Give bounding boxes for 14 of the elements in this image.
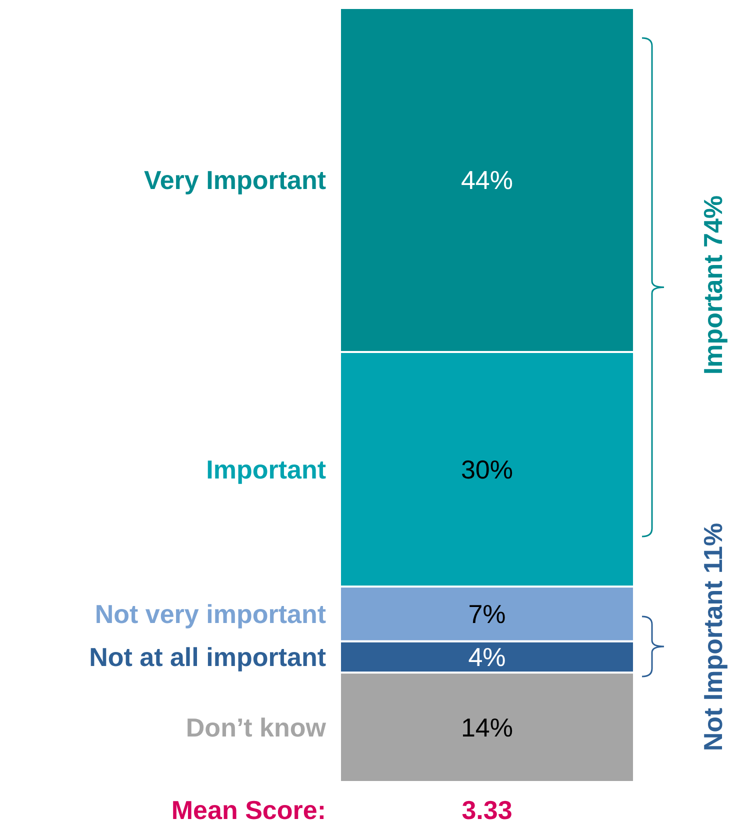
series-label: Very Important bbox=[144, 165, 326, 196]
series-label: Important bbox=[206, 454, 326, 484]
text: Not Important 11% bbox=[698, 522, 728, 752]
data-label: 4% bbox=[468, 642, 506, 672]
series-label: Not at all important bbox=[89, 642, 326, 672]
series-label: Not very important bbox=[94, 599, 326, 630]
data-label: 14% bbox=[460, 712, 514, 742]
text: Mean Score: bbox=[171, 795, 326, 826]
text: 3.33 bbox=[462, 795, 512, 826]
series-label: Don’t know bbox=[186, 712, 327, 742]
data-label: 44% bbox=[460, 165, 514, 196]
data-label: 7% bbox=[468, 599, 506, 630]
data-label: 30% bbox=[460, 454, 514, 484]
text: Important 74% bbox=[698, 195, 728, 375]
